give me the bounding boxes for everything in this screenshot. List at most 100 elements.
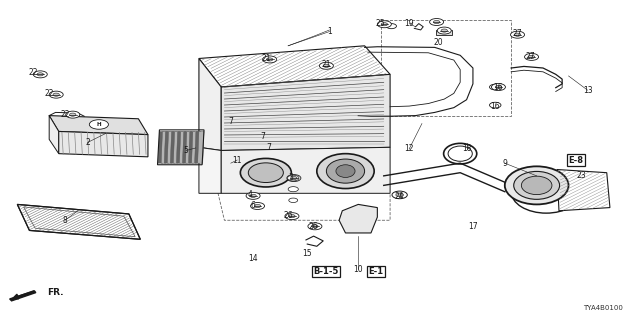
Polygon shape <box>167 132 173 163</box>
Ellipse shape <box>505 166 568 204</box>
Text: 27: 27 <box>525 52 535 61</box>
Polygon shape <box>170 132 177 163</box>
Text: 14: 14 <box>248 254 258 263</box>
Circle shape <box>490 84 501 90</box>
Polygon shape <box>173 132 180 163</box>
Text: 17: 17 <box>468 222 477 231</box>
Text: 2: 2 <box>85 138 90 147</box>
Circle shape <box>250 203 264 210</box>
Polygon shape <box>191 132 198 163</box>
Text: 22: 22 <box>29 68 38 77</box>
Circle shape <box>289 198 298 203</box>
Circle shape <box>437 27 451 34</box>
Bar <box>381 20 511 116</box>
Polygon shape <box>161 132 168 163</box>
Circle shape <box>429 19 444 26</box>
Text: B-1-5: B-1-5 <box>314 267 339 276</box>
Polygon shape <box>189 132 195 163</box>
Circle shape <box>495 85 502 89</box>
Polygon shape <box>158 132 164 163</box>
Ellipse shape <box>248 163 284 182</box>
Ellipse shape <box>522 176 552 195</box>
Circle shape <box>250 194 256 197</box>
Ellipse shape <box>241 158 291 187</box>
Text: 20: 20 <box>433 38 443 47</box>
Circle shape <box>37 73 44 76</box>
Ellipse shape <box>317 154 374 188</box>
Polygon shape <box>195 132 201 163</box>
Circle shape <box>287 175 301 181</box>
Polygon shape <box>59 132 148 157</box>
Polygon shape <box>221 74 390 150</box>
Polygon shape <box>49 116 148 135</box>
Circle shape <box>49 91 63 98</box>
Polygon shape <box>10 291 36 301</box>
Circle shape <box>285 213 299 220</box>
Circle shape <box>323 64 330 67</box>
Polygon shape <box>557 170 610 211</box>
Circle shape <box>529 55 534 59</box>
Circle shape <box>308 223 322 230</box>
Polygon shape <box>179 132 186 163</box>
Ellipse shape <box>326 159 365 183</box>
Polygon shape <box>186 132 192 163</box>
Circle shape <box>396 193 403 197</box>
Text: 16: 16 <box>490 101 500 111</box>
Circle shape <box>266 58 273 61</box>
Text: H: H <box>97 122 101 127</box>
Circle shape <box>441 29 447 32</box>
Text: 23: 23 <box>577 172 586 180</box>
Text: 3: 3 <box>289 173 294 182</box>
Text: 21: 21 <box>322 60 331 69</box>
Circle shape <box>381 23 387 26</box>
Polygon shape <box>199 147 221 193</box>
Text: 8: 8 <box>63 216 67 225</box>
Text: TYA4B0100: TYA4B0100 <box>583 305 623 311</box>
Text: 19: 19 <box>404 19 414 28</box>
Text: E-1: E-1 <box>369 267 383 276</box>
Circle shape <box>511 31 525 38</box>
Text: 15: 15 <box>303 249 312 258</box>
Circle shape <box>433 20 440 24</box>
Polygon shape <box>199 46 390 87</box>
Text: 18: 18 <box>462 144 471 153</box>
Text: 7: 7 <box>267 143 271 152</box>
Polygon shape <box>221 147 390 193</box>
Circle shape <box>387 24 396 29</box>
Polygon shape <box>177 132 183 163</box>
Text: 21: 21 <box>261 54 271 63</box>
Circle shape <box>287 175 299 181</box>
Circle shape <box>515 33 521 36</box>
Circle shape <box>289 215 295 218</box>
Polygon shape <box>199 59 221 150</box>
Circle shape <box>392 191 407 199</box>
Text: 13: 13 <box>583 86 593 95</box>
Text: 16: 16 <box>493 83 503 92</box>
Circle shape <box>66 111 80 118</box>
Circle shape <box>262 56 276 63</box>
Text: 22: 22 <box>60 109 70 118</box>
Text: 11: 11 <box>232 156 242 164</box>
Text: 1: 1 <box>327 27 332 36</box>
Text: 7: 7 <box>260 132 265 141</box>
Text: 25: 25 <box>376 19 385 28</box>
Circle shape <box>246 192 260 199</box>
Text: 10: 10 <box>353 265 363 274</box>
Circle shape <box>492 84 506 91</box>
Circle shape <box>312 225 318 228</box>
Text: E-8: E-8 <box>569 156 584 164</box>
Polygon shape <box>49 116 59 154</box>
Text: 5: 5 <box>184 146 189 155</box>
Circle shape <box>288 187 298 192</box>
Text: 4: 4 <box>248 190 252 199</box>
Circle shape <box>291 177 297 180</box>
Text: 26: 26 <box>309 222 319 231</box>
Polygon shape <box>17 204 140 239</box>
Polygon shape <box>182 132 189 163</box>
Circle shape <box>254 204 260 208</box>
Text: 12: 12 <box>404 144 414 153</box>
Text: 9: 9 <box>502 159 508 168</box>
Bar <box>436 30 452 35</box>
Circle shape <box>525 53 539 60</box>
Circle shape <box>70 113 76 116</box>
